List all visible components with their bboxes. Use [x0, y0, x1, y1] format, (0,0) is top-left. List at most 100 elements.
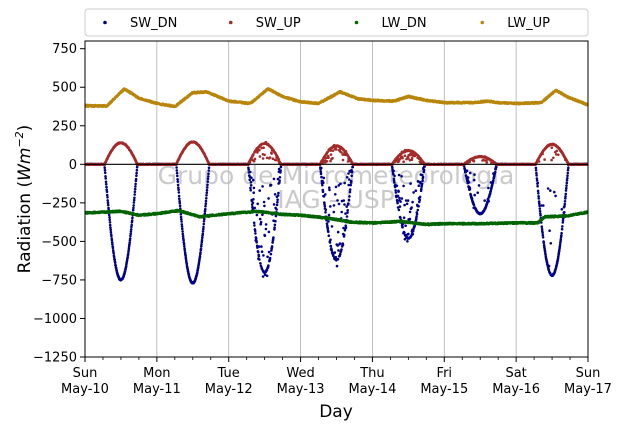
- point-sw-dn-89: [105, 193, 109, 197]
- point-sw-dn-1291: [405, 202, 409, 206]
- point-sw-dn-976: [327, 220, 330, 223]
- point-sw-dn-484: [204, 202, 208, 205]
- point-sw-dn-486: [205, 197, 208, 200]
- point-sw-dn-711: [261, 213, 264, 217]
- point-sw-up-1870: [550, 158, 553, 162]
- point-sw-dn-1063: [348, 188, 352, 191]
- point-sw-dn-1836: [541, 236, 545, 239]
- point-sw-dn-182: [129, 234, 132, 238]
- point-sw-dn-1916: [561, 218, 565, 222]
- point-sw-dn-206: [135, 174, 138, 177]
- point-sw-dn-1815: [536, 181, 540, 185]
- point-sw-dn-1342: [418, 198, 422, 202]
- point-sw-dn-480: [203, 212, 207, 215]
- point-sw-dn-461: [198, 254, 202, 258]
- point-sw-dn-395: [182, 238, 185, 242]
- point-sw-dn-1262: [398, 205, 402, 208]
- point-sw-dn-100: [108, 221, 112, 224]
- point-sw-dn-392: [181, 232, 185, 236]
- point-sw-dn-203: [134, 182, 137, 186]
- point-sw-dn-1269: [400, 175, 403, 178]
- point-sw-dn-400: [183, 249, 187, 252]
- point-sw-dn-1821: [538, 202, 541, 205]
- point-sw-up-714: [261, 157, 265, 160]
- point-sw-dn-97: [107, 213, 111, 217]
- point-sw-up-742: [268, 156, 272, 159]
- point-sw-dn-1015: [336, 230, 340, 234]
- point-sw-dn-1881: [553, 190, 556, 194]
- point-sw-dn-99: [108, 218, 111, 221]
- point-sw-dn-377: [177, 194, 181, 198]
- watermark-line-2: IAG - USP: [277, 185, 395, 214]
- point-sw-dn-1826: [539, 214, 542, 217]
- point-sw-dn-1909: [560, 234, 563, 237]
- point-sw-dn-1617: [487, 186, 490, 190]
- point-sw-dn-1913: [561, 225, 564, 228]
- point-sw-dn-381: [178, 204, 182, 208]
- point-sw-dn-1814: [536, 184, 539, 188]
- point-sw-dn-702: [258, 217, 262, 221]
- point-sw-dn-368: [175, 169, 179, 172]
- point-sw-dn-686: [254, 237, 258, 240]
- point-sw-dn-179: [128, 241, 131, 244]
- point-sw-up-970: [325, 160, 329, 163]
- point-sw-dn-378: [178, 197, 181, 200]
- point-sw-dn-1348: [420, 187, 423, 191]
- point-sw-dn-1260: [398, 196, 401, 200]
- point-sw-dn-1602: [483, 199, 487, 202]
- point-sw-dn-1644: [493, 170, 497, 174]
- point-sw-dn-1924: [563, 200, 567, 203]
- point-sw-dn-726: [264, 223, 268, 226]
- point-sw-dn-1930: [565, 184, 568, 187]
- point-sw-dn-102: [109, 226, 112, 229]
- point-sw-dn-369: [175, 171, 179, 175]
- point-sw-dn-1618: [487, 200, 491, 203]
- point-sw-dn-997: [332, 210, 336, 214]
- point-sw-dn-1240: [393, 181, 396, 184]
- point-sw-dn-202: [134, 185, 137, 188]
- point-sw-dn-722: [263, 273, 267, 277]
- point-sw-dn-90: [106, 196, 109, 199]
- point-sw-up-675: [252, 153, 255, 156]
- point-sw-dn-1280: [403, 231, 406, 235]
- point-sw-dn-92: [106, 201, 110, 204]
- point-sw-dn-1232: [391, 166, 394, 170]
- point-sw-dn-746: [269, 183, 273, 187]
- point-sw-dn-1834: [541, 231, 544, 235]
- point-sw-dn-173: [126, 252, 130, 256]
- point-sw-dn-1561: [473, 173, 476, 176]
- point-sw-dn-1309: [410, 206, 413, 209]
- point-sw-dn-1809: [535, 171, 538, 175]
- point-sw-dn-1014: [336, 257, 340, 261]
- point-sw-dn-678: [252, 221, 256, 225]
- point-sw-dn-1936: [566, 168, 570, 172]
- point-sw-dn-85: [104, 182, 108, 186]
- point-sw-dn-1049: [345, 205, 349, 208]
- point-sw-dn-1822: [538, 204, 541, 208]
- point-sw-dn-485: [204, 199, 208, 203]
- point-sw-dn-989: [330, 249, 334, 252]
- point-sw-dn-970: [325, 222, 329, 225]
- point-sw-dn-1808: [534, 169, 538, 172]
- point-sw-dn-1270: [400, 197, 404, 200]
- point-sw-dn-1819: [537, 197, 541, 200]
- point-sw-dn-1832: [540, 227, 544, 231]
- point-sw-dn-779: [278, 181, 281, 184]
- point-sw-dn-1910: [560, 231, 563, 235]
- point-sw-dn-189: [130, 219, 134, 222]
- point-sw-dn-1313: [411, 200, 414, 204]
- point-sw-dn-719: [263, 204, 266, 208]
- point-sw-dn-1057: [347, 183, 351, 187]
- point-sw-dn-478: [203, 217, 206, 221]
- point-sw-dn-375: [177, 188, 180, 191]
- point-sw-dn-1559: [472, 203, 476, 207]
- point-sw-up-1033: [341, 153, 345, 156]
- point-sw-dn-1044: [344, 212, 347, 215]
- point-sw-dn-955: [322, 181, 325, 184]
- point-sw-dn-1069: [350, 174, 354, 178]
- point-sw-up-753: [271, 157, 275, 160]
- point-sw-dn-1928: [564, 189, 568, 192]
- point-sw-dn-483: [204, 204, 207, 208]
- point-sw-up-985: [329, 149, 333, 152]
- point-sw-up-976: [327, 156, 330, 160]
